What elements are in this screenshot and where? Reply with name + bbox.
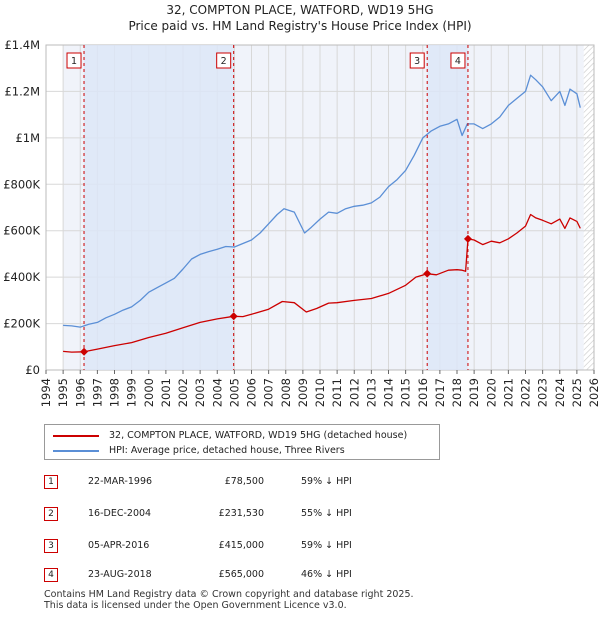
sale-date: 23-AUG-2018	[88, 569, 152, 580]
y-tick-label: £1.4M	[4, 38, 40, 52]
legend-item-hpi: HPI: Average price, detached house, Thre…	[53, 445, 345, 456]
price-chart: 32, COMPTON PLACE, WATFORD, WD19 5HG Pri…	[3, 3, 600, 407]
future-hatch	[583, 45, 594, 370]
sale-markers: 1 2 3 4	[66, 45, 472, 370]
sale-hpi-diff: 59% ↓ HPI	[301, 540, 352, 551]
legend-item-property: 32, COMPTON PLACE, WATFORD, WD19 5HG (de…	[53, 430, 407, 441]
x-tick-label: 2013	[364, 378, 378, 407]
y-tick-label: £800K	[3, 177, 40, 191]
y-axis: £0 £200K £400K £600K £800K £1M £1.2M £1.4M	[3, 38, 40, 377]
x-tick-label: 2001	[159, 378, 173, 407]
x-tick-label: 2026	[587, 378, 600, 407]
y-tick-label: £400K	[3, 270, 40, 284]
x-tick-label: 2020	[484, 378, 498, 407]
x-tick-label: 2016	[416, 378, 430, 407]
sale-number: 3	[44, 539, 58, 553]
x-tick-label: 2010	[313, 378, 327, 407]
legend-swatch-hpi	[53, 449, 99, 452]
sale-box-2	[216, 52, 232, 69]
x-tick-label: 2015	[399, 378, 413, 407]
x-tick-label: 2007	[262, 378, 276, 407]
y-tick-label: £0	[25, 363, 40, 377]
sale-number: 2	[44, 507, 58, 521]
x-tick-label: 2004	[210, 378, 224, 407]
sale-hpi-diff: 55% ↓ HPI	[301, 508, 352, 519]
x-tick-label: 1994	[39, 378, 53, 407]
sale-date: 05-APR-2016	[88, 540, 150, 551]
x-tick-label: 2014	[382, 378, 396, 407]
sale-point-3	[423, 269, 432, 278]
sale-price: £78,500	[224, 476, 264, 487]
sale-spans	[84, 45, 468, 370]
x-tick-label: 2018	[450, 378, 464, 407]
x-tick-label: 2023	[536, 378, 550, 407]
sale-date: 22-MAR-1996	[88, 476, 153, 487]
sale-box-label-3: 3	[414, 56, 420, 67]
property-price-line	[63, 213, 581, 353]
x-tick-label: 2025	[570, 378, 584, 407]
x-tick-label: 1997	[90, 378, 104, 407]
x-tick-label: 2002	[176, 378, 190, 407]
x-tick-label: 2006	[245, 378, 259, 407]
legend: 32, COMPTON PLACE, WATFORD, WD19 5HG (de…	[44, 424, 440, 460]
x-tick-label: 1999	[125, 378, 139, 407]
sale-point-4	[463, 234, 472, 243]
chart-subtitle: Price paid vs. HM Land Registry's House …	[128, 19, 471, 33]
x-tick-label: 2019	[467, 378, 481, 407]
sale-row-1: 1 22-MAR-1996 £78,500 59% ↓ HPI	[44, 473, 368, 493]
sale-span-1	[84, 45, 234, 370]
sale-price: £415,000	[218, 540, 264, 551]
x-tick-label: 2011	[330, 378, 344, 407]
x-tick-label: 1995	[56, 378, 70, 407]
y-tick-label: £1.2M	[4, 84, 40, 98]
x-tick-label: 2009	[296, 378, 310, 407]
y-tick-label: £1M	[15, 131, 40, 145]
sale-date: 16-DEC-2004	[88, 508, 152, 519]
sale-number: 4	[44, 568, 58, 582]
footer-line-1: Contains HM Land Registry data © Crown c…	[44, 589, 414, 600]
sale-box-label-2: 2	[221, 56, 227, 67]
sale-price: £565,000	[218, 569, 264, 580]
x-tick-label: 1998	[108, 378, 122, 407]
sale-span-2	[427, 45, 468, 370]
sale-box-label-4: 4	[455, 56, 461, 67]
legend-label-hpi: HPI: Average price, detached house, Thre…	[109, 445, 345, 456]
x-tick-label: 2005	[227, 378, 241, 407]
sale-row-4: 4 23-AUG-2018 £565,000 46% ↓ HPI	[44, 566, 368, 586]
x-axis: 1994 1995 1996 1997 1998 1999 2000 2001 2002 2003…	[39, 370, 600, 407]
sale-price: £231,530	[218, 508, 264, 519]
sale-box-3	[409, 52, 425, 69]
sale-point-1	[80, 347, 89, 356]
x-tick-label: 2017	[433, 378, 447, 407]
x-tick-label: 1996	[73, 378, 87, 407]
x-tick-label: 2024	[553, 378, 567, 407]
x-tick-label: 2008	[279, 378, 293, 407]
sale-hpi-diff: 59% ↓ HPI	[301, 476, 352, 487]
sale-row-2: 2 16-DEC-2004 £231,530 55% ↓ HPI	[44, 505, 368, 525]
sale-hpi-diff: 46% ↓ HPI	[301, 569, 352, 580]
y-tick-label: £600K	[3, 224, 40, 238]
chart-title: 32, COMPTON PLACE, WATFORD, WD19 5HG	[166, 3, 433, 17]
sale-box-1	[66, 52, 82, 69]
y-tick-label: £200K	[3, 317, 40, 331]
footer: Contains HM Land Registry data © Crown c…	[44, 589, 414, 611]
x-tick-label: 2012	[347, 378, 361, 407]
x-tick-label: 2021	[501, 378, 515, 407]
sale-box-label-1: 1	[71, 56, 77, 67]
sale-row-3: 3 05-APR-2016 £415,000 59% ↓ HPI	[44, 537, 368, 557]
x-tick-label: 2000	[142, 378, 156, 407]
series-lines	[63, 74, 581, 353]
x-tick-label: 2022	[519, 378, 533, 407]
sale-number: 1	[44, 475, 58, 489]
legend-label-property: 32, COMPTON PLACE, WATFORD, WD19 5HG (de…	[109, 430, 408, 441]
sale-box-4	[450, 52, 466, 69]
legend-swatch-property	[53, 434, 99, 437]
footer-line-2: This data is licensed under the Open Gov…	[44, 600, 347, 611]
sale-point-2	[229, 312, 238, 321]
x-tick-label: 2003	[193, 378, 207, 407]
hpi-line	[63, 74, 581, 328]
